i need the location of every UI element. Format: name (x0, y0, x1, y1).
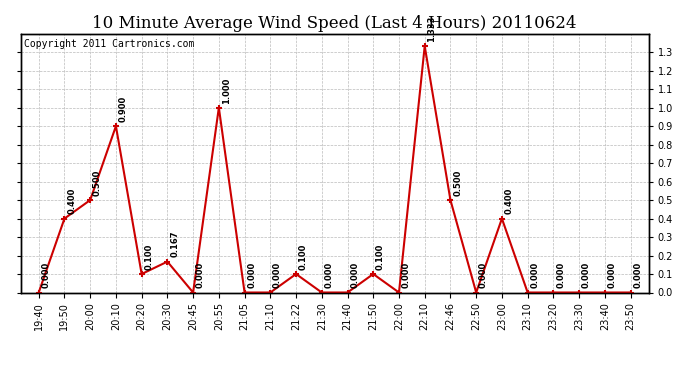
Text: 0.500: 0.500 (93, 170, 102, 196)
Text: 0.500: 0.500 (453, 170, 462, 196)
Text: 1.333: 1.333 (428, 16, 437, 42)
Text: 0.000: 0.000 (582, 262, 591, 288)
Text: 0.100: 0.100 (376, 243, 385, 270)
Title: 10 Minute Average Wind Speed (Last 4 Hours) 20110624: 10 Minute Average Wind Speed (Last 4 Hou… (92, 15, 577, 32)
Text: 0.000: 0.000 (608, 262, 617, 288)
Text: 0.100: 0.100 (299, 243, 308, 270)
Text: 0.000: 0.000 (402, 262, 411, 288)
Text: 0.000: 0.000 (247, 262, 257, 288)
Text: 0.900: 0.900 (119, 96, 128, 122)
Text: 0.167: 0.167 (170, 231, 179, 258)
Text: 0.400: 0.400 (67, 188, 76, 214)
Text: 0.000: 0.000 (41, 262, 50, 288)
Text: 0.000: 0.000 (633, 262, 642, 288)
Text: Copyright 2011 Cartronics.com: Copyright 2011 Cartronics.com (24, 39, 194, 49)
Text: 0.000: 0.000 (351, 262, 359, 288)
Text: 0.000: 0.000 (479, 262, 488, 288)
Text: 0.000: 0.000 (556, 262, 565, 288)
Text: 0.000: 0.000 (196, 262, 205, 288)
Text: 0.100: 0.100 (144, 243, 153, 270)
Text: 0.000: 0.000 (324, 262, 333, 288)
Text: 0.000: 0.000 (273, 262, 282, 288)
Text: 0.000: 0.000 (531, 262, 540, 288)
Text: 0.400: 0.400 (504, 188, 513, 214)
Text: 1.000: 1.000 (221, 77, 230, 104)
